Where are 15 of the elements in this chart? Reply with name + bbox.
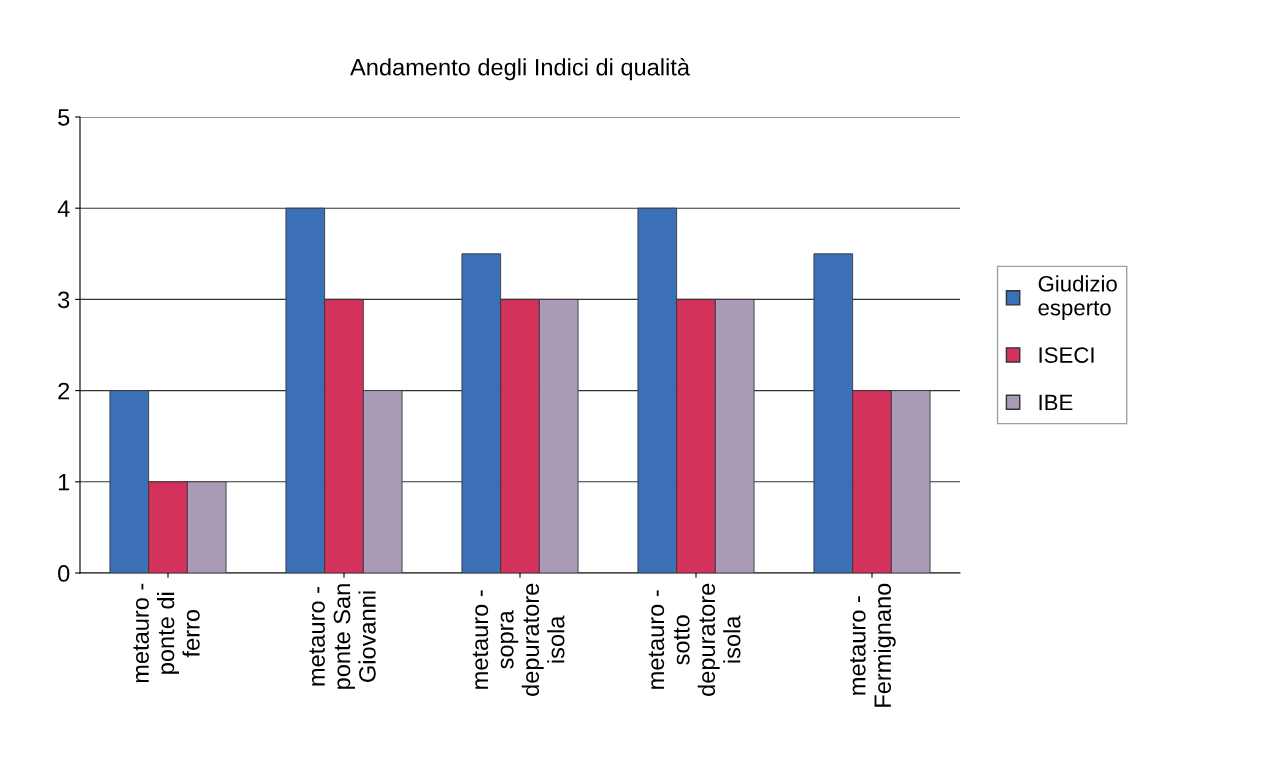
chart-title: Andamento degli Indici di qualità xyxy=(350,57,690,81)
y-tick-label: 0 xyxy=(58,565,70,582)
x-tick-label: metauro - sotto depuratore isola xyxy=(648,583,741,696)
y-tick-label: 2 xyxy=(58,382,70,400)
x-tick-label: metauro - sopra depuratore isola xyxy=(472,583,565,696)
legend-label: IBE xyxy=(1039,394,1073,411)
y-tick-label: 1 xyxy=(58,474,70,491)
y-tick-label: 4 xyxy=(57,200,70,217)
y-tick-label: 5 xyxy=(58,109,70,126)
x-tick-label: metauro - Fermignano xyxy=(850,583,896,707)
legend-label: ISECI xyxy=(1039,347,1094,363)
x-tick-label: metauro - ponte di ferro xyxy=(133,583,200,683)
x-tick-label: metauro - ponte San Giovanni xyxy=(309,584,376,689)
legend-label: Giudizio esperto xyxy=(1038,275,1117,320)
y-tick-label: 3 xyxy=(58,291,70,309)
